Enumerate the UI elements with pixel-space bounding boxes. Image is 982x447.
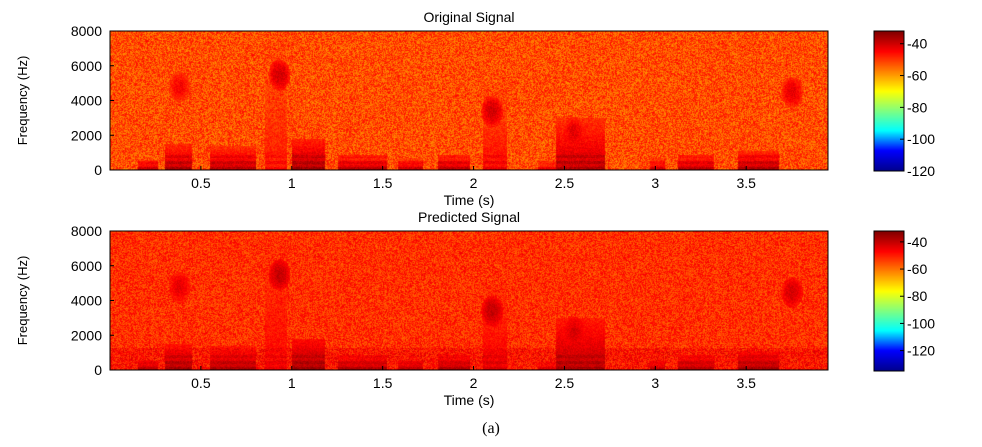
colorbar-tick-label: -120 bbox=[907, 163, 935, 179]
x-tick-label: 1 bbox=[288, 375, 296, 391]
y-tick-label: 0 bbox=[94, 162, 102, 178]
y-tick-label: 6000 bbox=[71, 58, 102, 74]
colorbar-frame bbox=[873, 230, 905, 372]
x-tick-label: 2.5 bbox=[555, 375, 575, 391]
x-tick-label: 2 bbox=[470, 375, 478, 391]
colorbar-frame bbox=[873, 30, 905, 172]
colorbar-tick-label: -60 bbox=[907, 68, 927, 84]
y-axis-label: Frequency (Hz) bbox=[15, 56, 30, 146]
colorbar-tick-label: -40 bbox=[907, 36, 927, 52]
colorbar-tick-label: -80 bbox=[907, 288, 927, 304]
x-tick-label: 2.5 bbox=[555, 175, 575, 191]
x-tick-label: 3 bbox=[651, 175, 659, 191]
colorbar-image bbox=[874, 231, 904, 371]
y-tick-label: 4000 bbox=[71, 293, 102, 309]
panel-title: Original Signal bbox=[423, 9, 514, 25]
x-tick-label: 3.5 bbox=[736, 175, 756, 191]
y-tick-label: 0 bbox=[94, 362, 102, 378]
panel-2: Predicted Signal 0.5 1 1.5 2 2.5 3 3.5 Time (s) 0… bbox=[15, 209, 935, 408]
y-tick-label: 8000 bbox=[71, 223, 102, 239]
colorbar-tick-label: -100 bbox=[907, 315, 935, 331]
x-tick-label: 1.5 bbox=[373, 175, 393, 191]
y-tick-label: 8000 bbox=[71, 23, 102, 39]
x-tick-label: 3 bbox=[651, 375, 659, 391]
figure-caption: (a) bbox=[482, 420, 500, 437]
y-tick-label: 6000 bbox=[71, 258, 102, 274]
y-tick-label: 2000 bbox=[71, 327, 102, 343]
y-axis-label: Frequency (Hz) bbox=[15, 256, 30, 346]
panel-1: Original Signal 0.5 1 1.5 2 2.5 3 3.5 Time (s) 0 2… bbox=[15, 9, 935, 208]
x-tick-label: 1 bbox=[288, 175, 296, 191]
y-tick-label: 2000 bbox=[71, 127, 102, 143]
x-tick-label: 0.5 bbox=[191, 175, 211, 191]
colorbar-tick-label: -80 bbox=[907, 99, 927, 115]
x-tick-label: 0.5 bbox=[191, 375, 211, 391]
x-tick-label: 2 bbox=[470, 175, 478, 191]
colorbar-image bbox=[874, 31, 904, 171]
spectrogram-image bbox=[110, 231, 828, 370]
x-axis-label: Time (s) bbox=[444, 192, 495, 208]
colorbar-tick-label: -120 bbox=[907, 343, 935, 359]
x-tick-label: 3.5 bbox=[736, 375, 756, 391]
spectrogram-figure: Original Signal 0.5 1 1.5 2 2.5 3 3.5 Time (s) 0 2… bbox=[15, 9, 935, 408]
colorbar-tick-label: -100 bbox=[907, 131, 935, 147]
x-axis-label: Time (s) bbox=[444, 392, 495, 408]
colorbar-tick-label: -40 bbox=[907, 234, 927, 250]
spectrogram-image bbox=[110, 31, 828, 170]
y-tick-label: 4000 bbox=[71, 93, 102, 109]
colorbar-tick-label: -60 bbox=[907, 261, 927, 277]
panel-title: Predicted Signal bbox=[418, 209, 520, 225]
x-tick-label: 1.5 bbox=[373, 375, 393, 391]
